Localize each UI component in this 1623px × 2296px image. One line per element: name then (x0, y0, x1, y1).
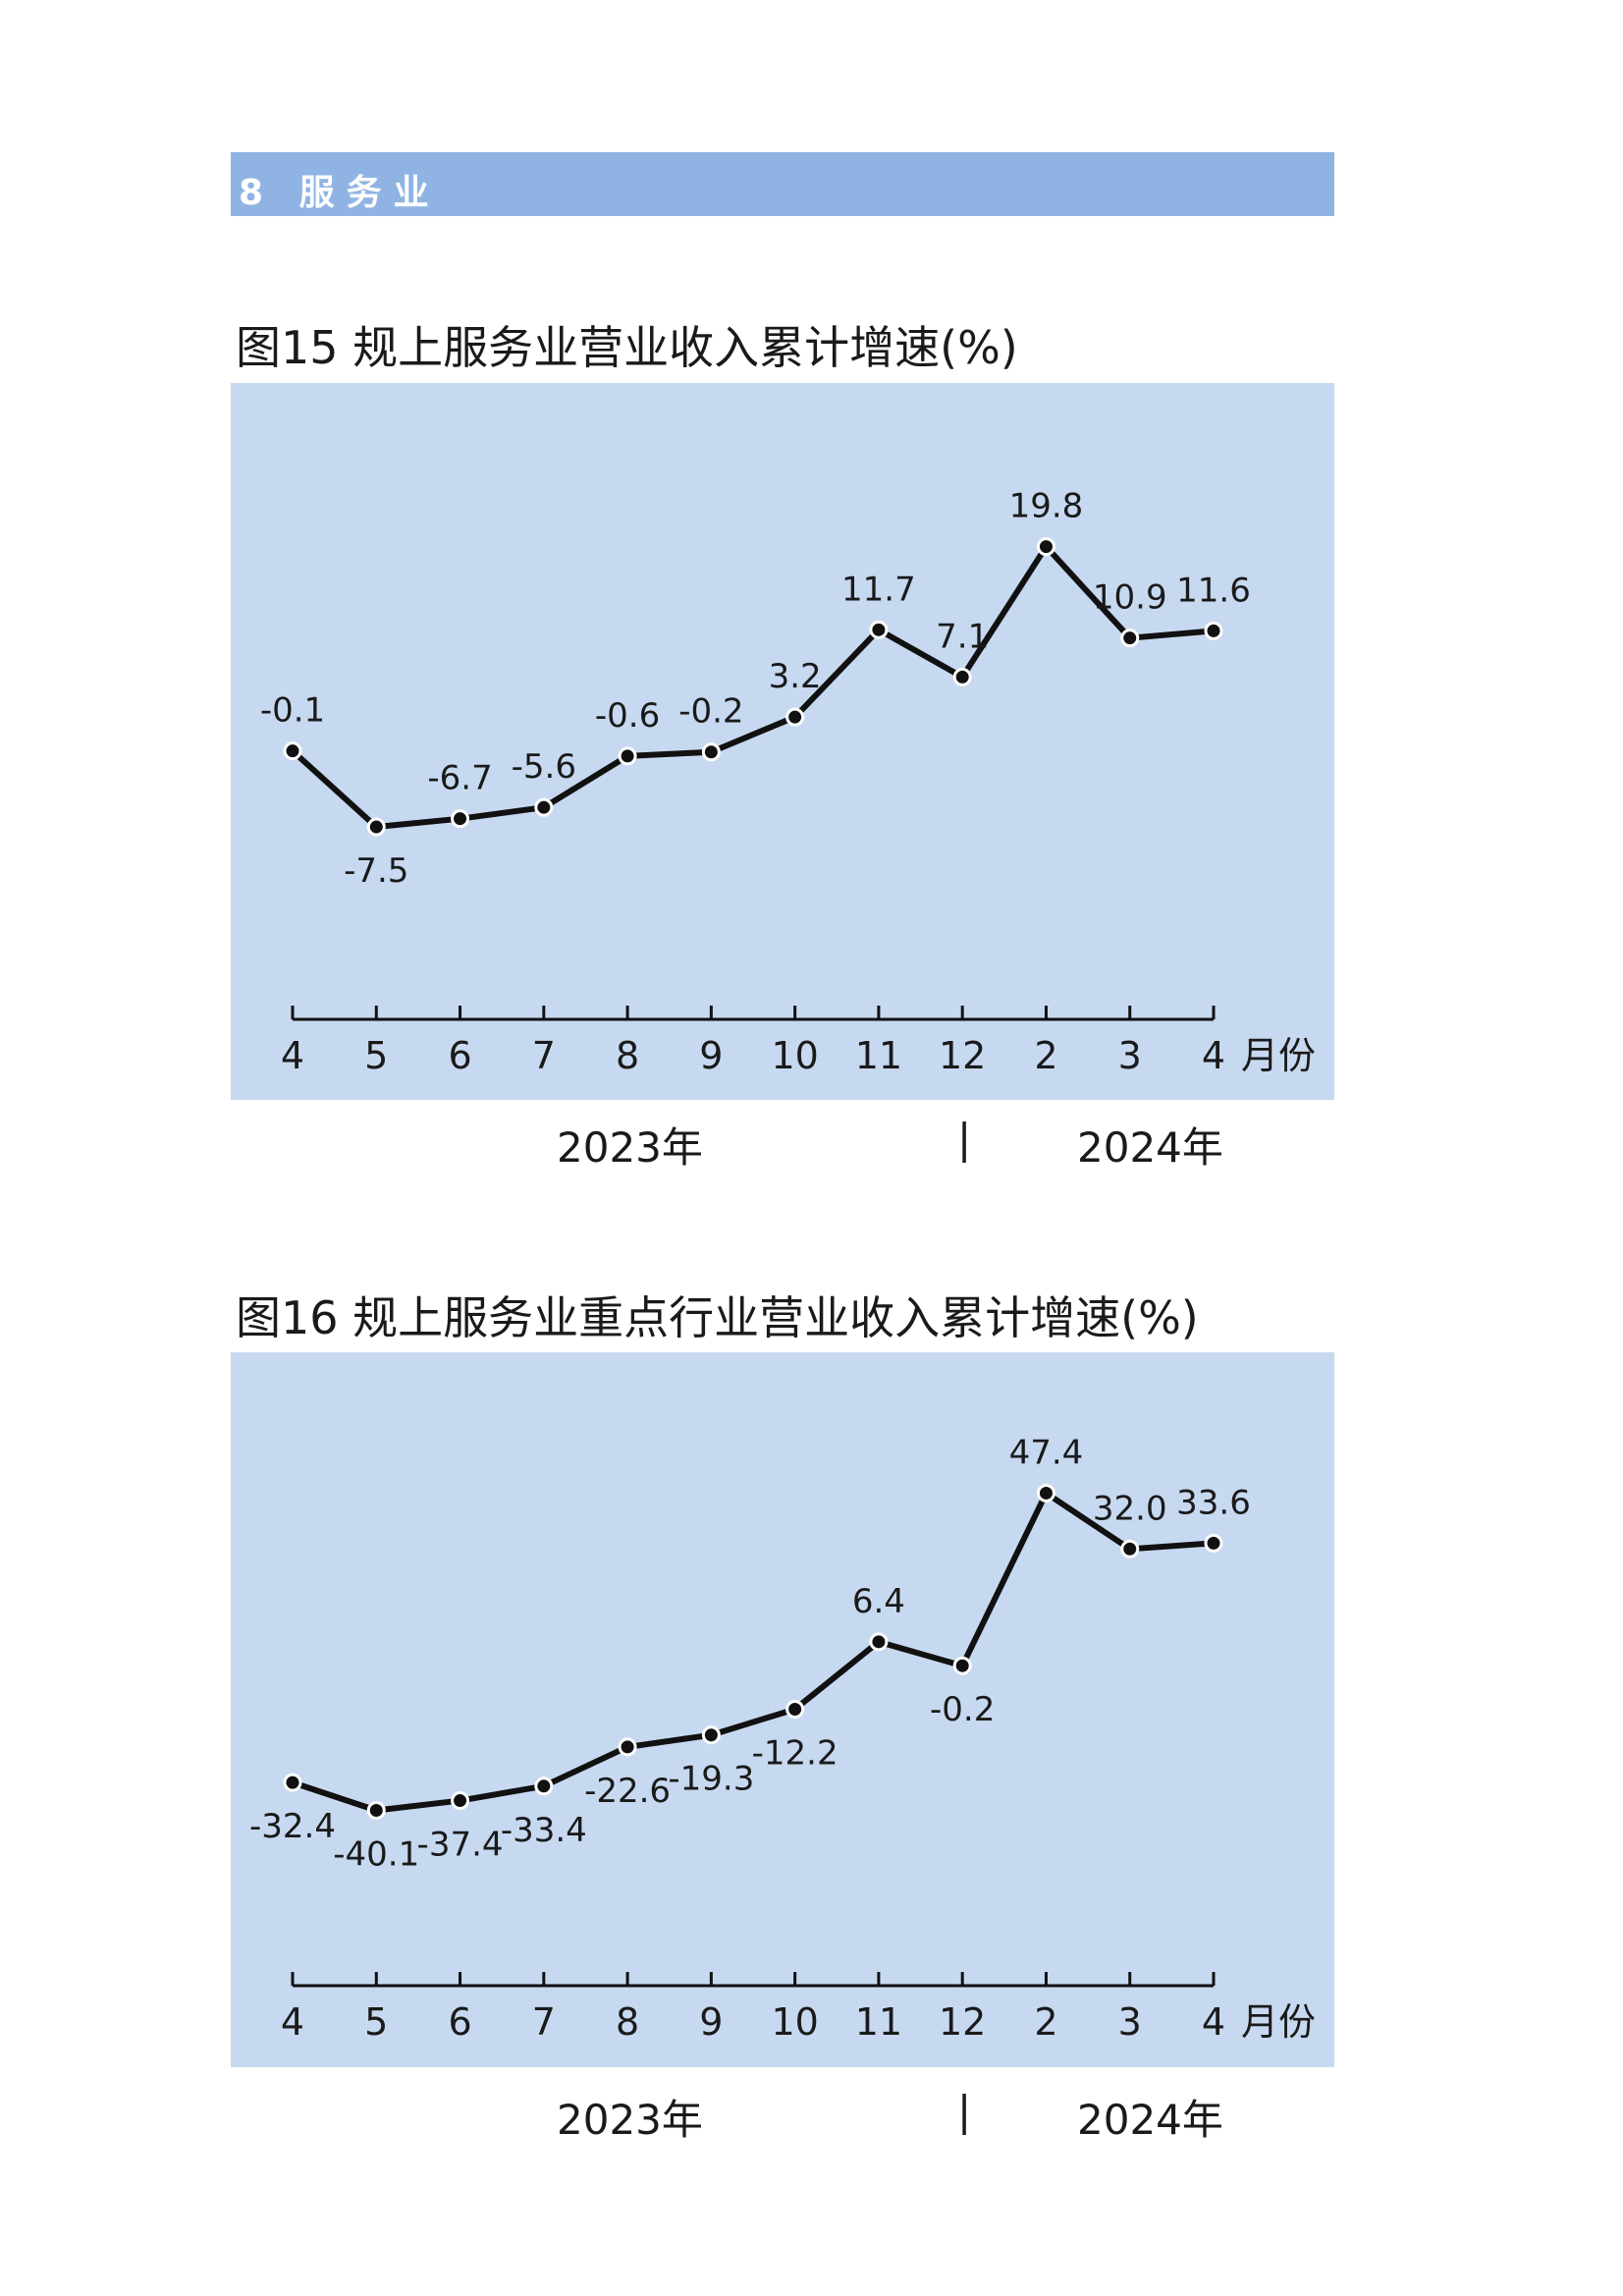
chart-1-data-point (1120, 629, 1140, 648)
chart-1-data-label: 19.8 (1009, 487, 1084, 526)
chart-1-x-tick-label: 12 (939, 1034, 986, 1077)
chart-1-data-point (701, 742, 721, 762)
chart-2-x-tick-label: 5 (364, 2000, 388, 2044)
chart-2-data-point (451, 1791, 470, 1811)
chart-2-data-label: -12.2 (752, 1734, 839, 1774)
chart-1-x-tick-label: 7 (532, 1034, 556, 1077)
chart-1-x-tick-label: 9 (699, 1034, 723, 1077)
chart-2-data-point (952, 1656, 972, 1675)
chart-2-x-tick-label: 4 (281, 2000, 304, 2044)
chart-2-data-point (785, 1700, 805, 1720)
chart-2-data-label: 33.6 (1176, 1483, 1251, 1522)
chart-1-data-point (618, 746, 637, 766)
chart-2-x-tick-label: 8 (616, 2000, 639, 2044)
chart-1-x-tick-label: 4 (1202, 1034, 1225, 1077)
chart-1-data-label: -0.2 (678, 692, 743, 732)
chart-1-data-point (1204, 621, 1223, 640)
chart-1-data-label: 11.6 (1176, 571, 1251, 610)
chart-2-data-point (1120, 1539, 1140, 1558)
chart-1-x-tick-label: 3 (1118, 1034, 1142, 1077)
chart-2-data-point (1204, 1533, 1223, 1553)
chart-1-x-tick-label: 10 (771, 1034, 818, 1077)
chart-1-x-unit-label: 月份 (1241, 1034, 1316, 1077)
chart-2-data-label: -40.1 (333, 1835, 419, 1875)
chart-2-data-label: 32.0 (1093, 1489, 1167, 1528)
chart-2-x-tick-label: 7 (532, 2000, 556, 2044)
chart-1-data-label: 11.7 (841, 570, 916, 609)
chart-2-x-tick-label: 10 (771, 2000, 818, 2044)
chart-2-year-row: 2023年 | 2024年 (231, 2087, 1334, 2146)
chart-1-year-2024: 2024年 (1077, 1123, 1223, 1172)
chart-1-data-point (952, 667, 972, 686)
chart-1-data-point (1036, 537, 1055, 557)
chart-2-data-label: -19.3 (668, 1760, 754, 1799)
chart-1-year-2023: 2023年 (557, 1123, 703, 1172)
chart-2-x-unit-label: 月份 (1241, 2000, 1316, 2044)
chart-2-x-tick-label: 11 (855, 2000, 902, 2044)
chart-2-x-tick-label: 12 (939, 2000, 986, 2044)
chart-1-x-tick-label: 8 (616, 1034, 639, 1077)
chart-2-plot-background (231, 1352, 1334, 2067)
chart-1-year-row: 2023年 | 2024年 (231, 1115, 1334, 1174)
chart-2-x-tick-label: 3 (1118, 2000, 1142, 2044)
chart-1-data-label: -7.5 (344, 851, 408, 891)
chart-2-series-line (290, 1490, 1217, 1814)
chart-1-data-label: -0.1 (260, 691, 325, 731)
chart-2-data-label: -33.4 (501, 1811, 587, 1850)
chart-2-data-point (366, 1801, 386, 1821)
chart-2-data-point (283, 1773, 302, 1792)
chart-1-data-point (366, 817, 386, 837)
chart-1-data-point (534, 797, 554, 817)
chart-2-data-point (869, 1632, 889, 1652)
chart-2: 4 5 6 7 8 9 10 11 12 2 3 4 月份 -32.4-40.1-37.4-33.4-22… (231, 1352, 1334, 2067)
chart-1-data-point (283, 741, 302, 761)
chart-2-data-point (534, 1777, 554, 1796)
chart-2-year-2024: 2024年 (1077, 2096, 1223, 2144)
chart-1-data-point (785, 707, 805, 727)
chart-2-data-label: 47.4 (1009, 1433, 1084, 1472)
chart-1-x-tick-label: 11 (855, 1034, 902, 1077)
chart-1-data-label: 7.1 (936, 617, 989, 656)
chart-1-plot-background (231, 383, 1334, 1100)
chart-2-data-point (618, 1737, 637, 1757)
chart-2-data-label: 6.4 (852, 1582, 905, 1621)
section-title: 8 服务业 (239, 173, 441, 213)
chart-1-data-label: 10.9 (1093, 578, 1167, 618)
chart-2-x-tick-label: 2 (1034, 2000, 1057, 2044)
chart-2-x-tick-label: 4 (1202, 2000, 1225, 2044)
chart-2-x-tick-label: 9 (699, 2000, 723, 2044)
chart-1-data-point (451, 809, 470, 829)
chart-1-title: 图15 规上服务业营业收入累计增速(%) (236, 321, 1018, 374)
chart-1-data-point (869, 620, 889, 639)
chart-1-x-tick-label: 4 (281, 1034, 304, 1077)
chart-1-x-tick-label: 5 (364, 1034, 388, 1077)
chart-1-x-tick-label: 2 (1034, 1034, 1057, 1077)
chart-2-data-point (701, 1725, 721, 1745)
section-header: 8 服务业 (231, 152, 1334, 216)
chart-2-data-label: -37.4 (417, 1826, 504, 1865)
chart-1-data-label: -6.7 (427, 759, 492, 798)
chart-2-data-label: -22.6 (584, 1772, 671, 1811)
chart-1-year-separator: | (957, 1115, 972, 1163)
chart-2-title: 图16 规上服务业重点行业营业收入累计增速(%) (236, 1291, 1199, 1344)
chart-1-x-tick-label: 6 (448, 1034, 471, 1077)
chart-2-data-label: -0.2 (930, 1690, 995, 1729)
chart-1-data-label: -0.6 (595, 696, 660, 736)
chart-2-year-2023: 2023年 (557, 2096, 703, 2144)
chart-1-series-line (290, 543, 1217, 831)
chart-2-year-separator: | (957, 2087, 972, 2135)
chart-1-data-label: 3.2 (769, 657, 822, 696)
chart-2-data-label: -32.4 (249, 1807, 336, 1846)
chart-1-data-label: -5.6 (512, 747, 576, 787)
chart-2-data-point (1036, 1483, 1055, 1503)
chart-2-x-tick-label: 6 (448, 2000, 471, 2044)
chart-1: 4 5 6 7 8 9 10 11 12 2 3 4 月份 -0.1 -7.5 -6.7 -5.6 -0.6 -0.… (231, 383, 1334, 1100)
